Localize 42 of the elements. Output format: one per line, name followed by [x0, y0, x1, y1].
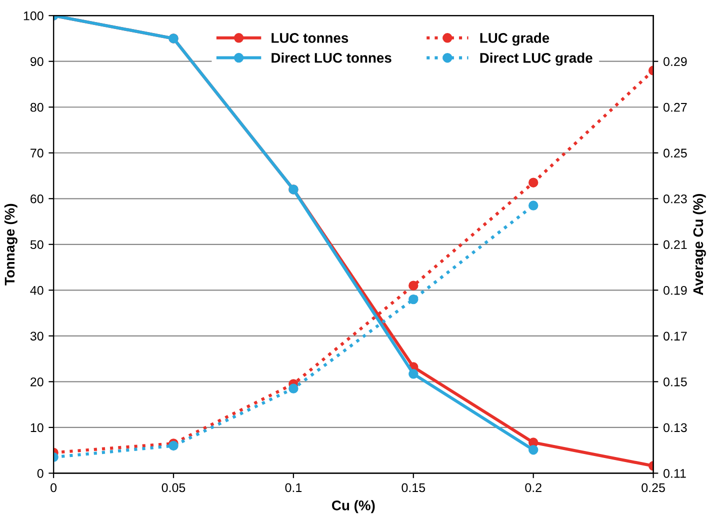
- y2-tick-label: 0.11: [664, 469, 686, 478]
- point: [528, 178, 538, 188]
- y2-tick-label: 0.29: [664, 57, 687, 66]
- point: [408, 369, 418, 379]
- point: [288, 384, 298, 394]
- x-tick-label: 0.15: [402, 483, 426, 492]
- x-tick-label: 0.2: [525, 483, 542, 492]
- y2-tick-label: 0.23: [664, 194, 687, 204]
- y-tick-label: 60: [30, 194, 44, 204]
- x-tick-label: 0.1: [285, 483, 302, 492]
- legend-label: Direct LUC grade: [480, 52, 592, 66]
- y2-tick-label: 0.15: [664, 377, 687, 386]
- y-tick-label: 70: [30, 148, 44, 158]
- y-tick-label: 90: [30, 57, 44, 66]
- y2-axis-title: Average Cu (%): [692, 194, 706, 296]
- y-tick-label: 100: [24, 11, 44, 20]
- y-tick-label: 20: [30, 377, 44, 386]
- point: [528, 200, 538, 210]
- legend-label: LUC grade: [480, 32, 550, 46]
- y2-tick-label: 0.19: [664, 286, 687, 295]
- x-tick-label: 0.05: [162, 483, 186, 492]
- y2-tick-label: 0.25: [664, 148, 687, 158]
- point: [408, 294, 418, 304]
- y2-tick-label: 0.21: [664, 240, 687, 250]
- y-tick-label: 50: [30, 240, 44, 250]
- y2-tick-label: 0.17: [664, 332, 687, 341]
- y-tick-label: 40: [30, 286, 44, 295]
- x-tick-label: 0: [50, 483, 57, 492]
- x-tick-label: 0.25: [642, 483, 665, 492]
- y2-tick-label: 0.13: [664, 423, 687, 432]
- point: [408, 280, 418, 290]
- point: [528, 445, 538, 455]
- x-axis-title: Cu (%): [332, 500, 375, 514]
- point: [168, 440, 178, 451]
- y-tick-label: 80: [30, 102, 44, 112]
- y-tick-label: 10: [30, 423, 44, 432]
- legend-label: LUC tonnes: [272, 33, 348, 43]
- y-tick-label: 0: [37, 469, 44, 478]
- y-axis-title: Tonnage (%): [4, 204, 18, 286]
- y-tick-label: 30: [30, 332, 44, 341]
- legend-label: Direct LUC tonnes: [272, 52, 392, 63]
- y2-tick-label: 0.27: [664, 102, 687, 112]
